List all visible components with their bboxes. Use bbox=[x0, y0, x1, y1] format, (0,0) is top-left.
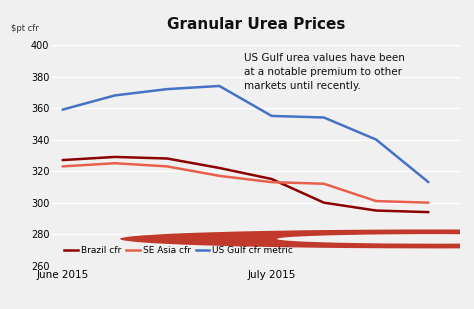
Title: Granular Urea Prices: Granular Urea Prices bbox=[167, 17, 345, 32]
Legend: Brazil cfr, SE Asia cfr, US Gulf cfr metric: Brazil cfr, SE Asia cfr, US Gulf cfr met… bbox=[61, 243, 297, 259]
Text: $pt cfr: $pt cfr bbox=[11, 23, 39, 32]
Wedge shape bbox=[120, 230, 474, 248]
Text: US Gulf urea values have been
at a notable premium to other
markets until recent: US Gulf urea values have been at a notab… bbox=[244, 53, 405, 91]
